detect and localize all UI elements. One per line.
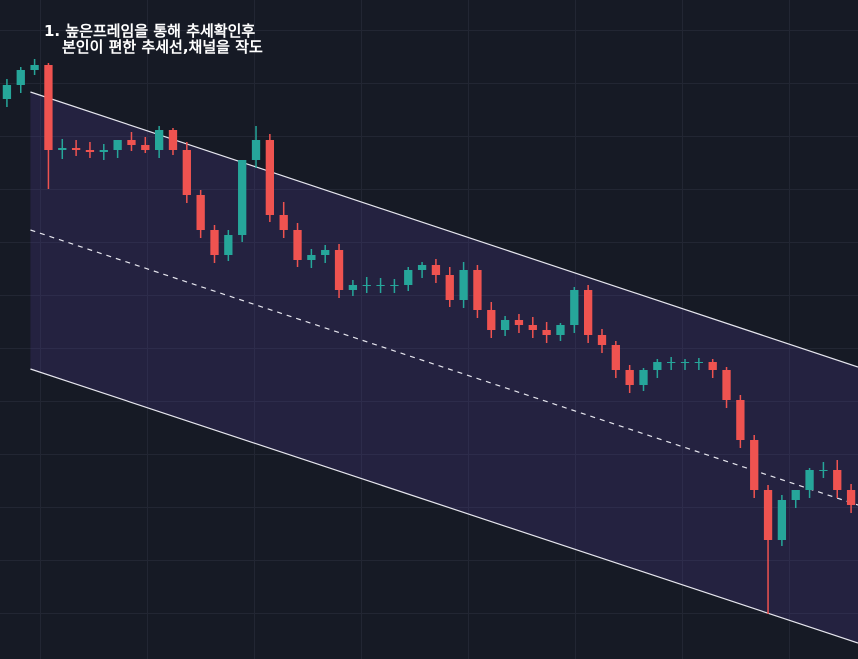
candle-body <box>348 285 358 290</box>
channel-fill <box>30 92 858 643</box>
candle-body <box>570 290 579 325</box>
candle-body <box>777 500 787 540</box>
candle-body <box>168 130 178 150</box>
candle-body <box>390 285 399 286</box>
candle-body <box>791 490 800 500</box>
candle-body <box>71 148 81 150</box>
candles <box>2 59 856 614</box>
candle-body <box>708 362 717 370</box>
candle-body <box>404 270 413 285</box>
candle-body <box>556 325 565 335</box>
channel-lower-line <box>30 368 858 644</box>
candle-body <box>362 285 371 286</box>
candle-body <box>30 65 39 70</box>
candle-body <box>265 140 275 215</box>
candle-body <box>639 370 648 385</box>
candle-body <box>487 310 496 330</box>
candle-body <box>58 148 67 150</box>
candle-body <box>625 370 634 385</box>
candle-body <box>514 320 524 325</box>
candle-body <box>500 320 510 330</box>
candle-body <box>597 335 607 345</box>
annotation: 본인이 편한 추세선,채널을 작도 <box>62 38 263 56</box>
candle-body <box>542 330 551 335</box>
candle-body <box>293 230 302 260</box>
candle-body <box>224 235 233 255</box>
candle-body <box>85 150 95 152</box>
candle-body <box>113 140 122 150</box>
candle-body <box>819 470 828 471</box>
candle-body <box>154 130 164 150</box>
candle-body <box>611 345 620 370</box>
candle-body <box>583 290 593 335</box>
channel-upper-line <box>30 91 858 368</box>
candle-body <box>99 150 108 152</box>
candle-body <box>182 150 191 195</box>
candle-body <box>44 65 53 150</box>
candle-body <box>376 285 385 286</box>
candle-body <box>431 265 441 275</box>
candle-body <box>210 230 219 255</box>
candle-body <box>473 270 482 310</box>
candle-body <box>736 400 745 440</box>
candle-body <box>694 362 704 363</box>
channel <box>30 91 858 644</box>
candle-body <box>833 470 842 490</box>
candle-body <box>445 275 454 300</box>
candle-body <box>141 145 150 150</box>
candle-body <box>127 140 136 145</box>
candle-body <box>196 195 205 230</box>
candle-body <box>528 325 537 330</box>
candle-body <box>459 270 468 300</box>
candle-body <box>279 215 288 230</box>
candle-body <box>722 370 731 400</box>
candle-body <box>805 470 814 490</box>
candle-body <box>846 490 856 505</box>
candle-body <box>653 362 662 370</box>
candle-body <box>238 160 247 235</box>
candle-body <box>334 250 344 290</box>
candle-body <box>307 255 316 260</box>
candle-body <box>667 362 676 363</box>
candle-body <box>763 490 773 540</box>
candle-body <box>251 140 261 160</box>
candle-body <box>417 265 427 270</box>
candle-body <box>750 440 759 490</box>
candle-body <box>680 362 690 363</box>
annotation: 1. 높은프레임을 통해 추세확인후 <box>44 22 255 40</box>
candle-body <box>2 85 12 99</box>
candle-body <box>321 250 330 255</box>
candle-body <box>16 70 25 85</box>
